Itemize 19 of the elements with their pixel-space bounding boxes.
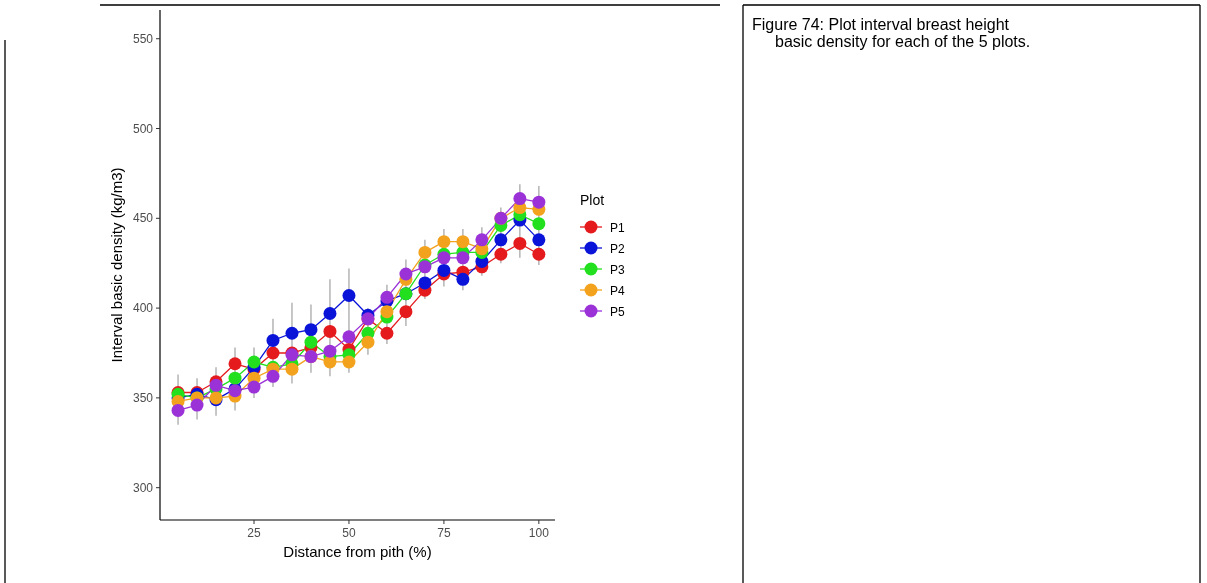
y-tick-label: 400 xyxy=(132,301,154,316)
y-tick-label: 350 xyxy=(132,390,154,405)
legend-label: P3 xyxy=(610,262,625,277)
legend-label: P5 xyxy=(610,304,625,319)
legend-label: P1 xyxy=(610,220,625,235)
y-axis-title: Interval basic density (kg/m3) xyxy=(108,167,125,363)
legend-label: P2 xyxy=(610,241,625,256)
x-tick-label: 100 xyxy=(528,526,550,540)
y-tick-label: 450 xyxy=(132,211,154,226)
x-tick-label: 75 xyxy=(437,526,451,540)
x-axis-title: Distance from pith (%) xyxy=(283,543,432,560)
y-tick-label: 550 xyxy=(132,31,154,46)
legend-title: Plot xyxy=(580,192,605,208)
y-tick-label: 300 xyxy=(132,480,154,495)
x-tick-label: 50 xyxy=(342,526,356,540)
caption: Figure 74: Plot interval breast height basic density for each of the 5 plots. xyxy=(752,16,1031,50)
legend-label: P4 xyxy=(610,283,625,298)
y-tick-label: 500 xyxy=(132,121,154,136)
x-tick-label: 25 xyxy=(247,526,261,540)
